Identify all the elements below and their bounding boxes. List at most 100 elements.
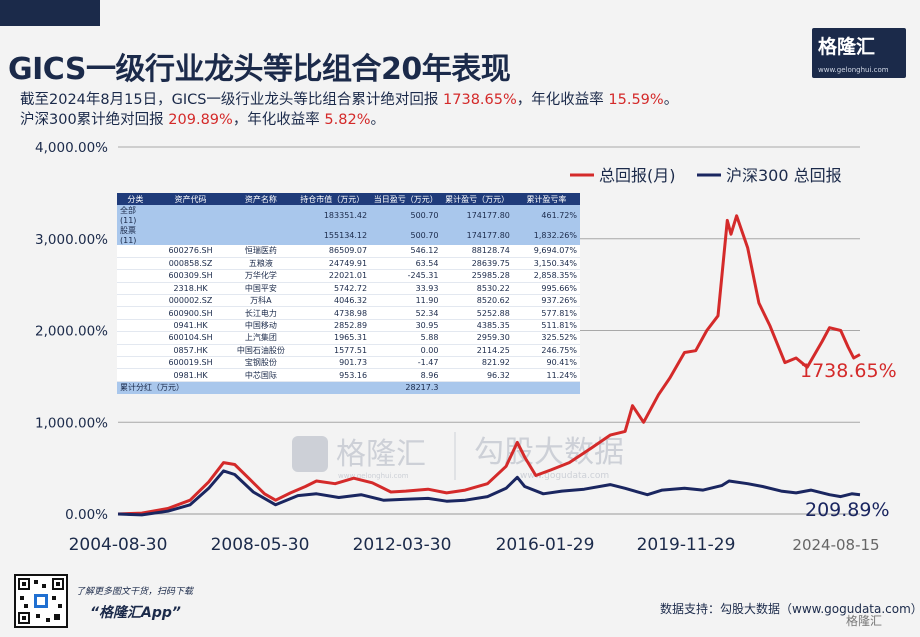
x-tick-label: 2024-08-15 bbox=[792, 536, 879, 554]
cell-code: 0857.HK bbox=[153, 344, 228, 358]
cell-cum-pnl: 96.32 bbox=[441, 368, 513, 382]
cell-daily-pnl: 11.90 bbox=[370, 294, 442, 308]
col-header-name: 资产名称 bbox=[227, 193, 295, 205]
end-label-hs300: 209.89% bbox=[805, 499, 890, 521]
hs300-annual-return: 5.82% bbox=[324, 112, 371, 128]
watermark-right-url: www.gogudata.com bbox=[520, 471, 609, 481]
col-header-cum-pnl-rate: 累计盈亏率 bbox=[512, 193, 580, 205]
watermark: 格隆汇 www.gelonghui.com 勾股大数据 www.gogudata… bbox=[292, 432, 624, 481]
cell-cum-pnl-rate: 511.81% bbox=[512, 319, 580, 333]
table-row: 0941.HK 中国移动 2852.89 30.95 4385.35 511.81% bbox=[117, 319, 580, 333]
col-header-cum-pnl: 累计盈亏（万元） bbox=[441, 193, 513, 205]
subtitle-line-2: 沪深300累计绝对回报 209.89%，年化收益率 5.82%。 bbox=[20, 108, 385, 129]
cell-name: 五粮液 bbox=[227, 257, 295, 271]
cell-name: 中芯国际 bbox=[227, 368, 295, 382]
holdings-table: 分类 资产代码 资产名称 持仓市值（万元） 当日盈亏（万元） 累计盈亏（万元） … bbox=[117, 193, 580, 394]
table-row: 600019.SH 宝钢股份 901.73 -1.47 821.92 90.41% bbox=[117, 356, 580, 370]
cell-daily-pnl: 5.88 bbox=[370, 331, 442, 345]
footer-data-source: 数据支持：勾股大数据（www.gogudata.com） bbox=[660, 602, 920, 616]
x-tick-label: 2004-08-30 bbox=[69, 535, 168, 555]
cell-code: 600276.SH bbox=[153, 245, 228, 258]
cell-name: 万科A bbox=[227, 294, 295, 308]
cell-market-value: 155134.12 bbox=[294, 225, 371, 245]
series-total-return-line bbox=[117, 214, 861, 516]
cell-category bbox=[117, 319, 154, 333]
cell-cum-pnl-rate: 2,858.35% bbox=[512, 269, 580, 283]
watermark-logo-box bbox=[292, 436, 328, 472]
dividend-label: 累计分红（万元） bbox=[117, 381, 295, 394]
y-tick-label: 1,000.00% bbox=[35, 415, 108, 431]
cell-cum-pnl-rate: 9,694.07% bbox=[512, 245, 580, 258]
dividend-empty bbox=[441, 381, 580, 394]
cell-cum-pnl: 5252.88 bbox=[441, 306, 513, 320]
cell-name bbox=[227, 205, 295, 225]
cell-name: 长江电力 bbox=[227, 306, 295, 320]
y-tick-label: 4,000.00% bbox=[35, 140, 108, 156]
cell-market-value: 1965.31 bbox=[294, 331, 371, 345]
cell-code: 600104.SH bbox=[153, 331, 228, 345]
qr-code-pattern bbox=[18, 578, 64, 624]
cell-market-value: 22021.01 bbox=[294, 269, 371, 283]
watermark-right-text: 勾股大数据 bbox=[474, 435, 624, 470]
watermark-left-url: www.gelonghui.com bbox=[338, 472, 409, 480]
cell-cum-pnl: 88128.74 bbox=[441, 245, 513, 258]
portfolio-total-return: 1738.65% bbox=[443, 92, 517, 108]
cell-cum-pnl-rate: 995.66% bbox=[512, 282, 580, 296]
table-row: 0981.HK 中芯国际 953.16 8.96 96.32 11.24% bbox=[117, 368, 580, 382]
cell-cum-pnl: 25985.28 bbox=[441, 269, 513, 283]
cell-name: 万华化学 bbox=[227, 269, 295, 283]
cell-category: 股票(11) bbox=[117, 225, 154, 245]
footer-logo: 格隆汇 bbox=[846, 614, 883, 628]
subtitle-text-f: 。 bbox=[370, 112, 386, 128]
table-row: 600309.SH 万华化学 22021.01 -245.31 25985.28 2,85… bbox=[117, 269, 580, 283]
cell-cum-pnl-rate: 937.26% bbox=[512, 294, 580, 308]
cell-cum-pnl-rate: 90.41% bbox=[512, 356, 580, 370]
cell-code: 600900.SH bbox=[153, 306, 228, 320]
table-row: 600900.SH 长江电力 4738.98 52.34 5252.88 577.81% bbox=[117, 306, 580, 320]
col-header-category: 分类 bbox=[117, 193, 154, 205]
cell-daily-pnl: 500.70 bbox=[370, 205, 442, 225]
cell-category bbox=[117, 356, 154, 370]
cell-name: 中国平安 bbox=[227, 282, 295, 296]
cell-category bbox=[117, 306, 154, 320]
subtitle-text-b: ，年化收益率 bbox=[516, 92, 609, 108]
cell-name: 中国石油股份 bbox=[227, 344, 295, 358]
corner-accent bbox=[0, 0, 100, 26]
x-tick-label: 2012-03-30 bbox=[353, 535, 452, 555]
legend-label-hs300: 沪深300 总回报 bbox=[726, 166, 842, 185]
cell-market-value: 953.16 bbox=[294, 368, 371, 382]
footer-app-name: “格隆汇App” bbox=[90, 605, 181, 621]
legend-label-total-return: 总回报(月) bbox=[599, 166, 676, 185]
cell-cum-pnl-rate: 1,832.26% bbox=[512, 225, 580, 245]
cell-cum-pnl-rate: 577.81% bbox=[512, 306, 580, 320]
table-row: 000002.SZ 万科A 4046.32 11.90 8520.62 937.26% bbox=[117, 294, 580, 308]
cell-name: 恒瑞医药 bbox=[227, 245, 295, 258]
cell-name: 宝钢股份 bbox=[227, 356, 295, 370]
series-hs300-line bbox=[117, 469, 861, 517]
hs300-total-return: 209.89% bbox=[168, 112, 233, 128]
cell-daily-pnl: -245.31 bbox=[370, 269, 442, 283]
cell-cum-pnl: 2959.30 bbox=[441, 331, 513, 345]
table-row: 全部(11) 183351.42 500.70 174177.80 461.72% bbox=[117, 205, 580, 225]
cell-category bbox=[117, 331, 154, 345]
legend: 总回报(月) 沪深300 总回报 bbox=[570, 166, 842, 185]
logo-url: www.gelonghui.com bbox=[818, 66, 889, 74]
cell-daily-pnl: 63.54 bbox=[370, 257, 442, 271]
table-row: 0857.HK 中国石油股份 1577.51 0.00 2114.25 246.75% bbox=[117, 344, 580, 358]
cell-code bbox=[153, 205, 228, 225]
cell-code: 0981.HK bbox=[153, 368, 228, 382]
cell-cum-pnl-rate: 3,150.34% bbox=[512, 257, 580, 271]
table-header-row: 分类 资产代码 资产名称 持仓市值（万元） 当日盈亏（万元） 累计盈亏（万元） … bbox=[117, 193, 580, 205]
cell-market-value: 5742.72 bbox=[294, 282, 371, 296]
cell-market-value: 901.73 bbox=[294, 356, 371, 370]
cell-daily-pnl: -1.47 bbox=[370, 356, 442, 370]
subtitle-line-1: 截至2024年8月15日，GICS一级行业龙头等比组合累计绝对回报 1738.6… bbox=[20, 88, 678, 109]
cell-category bbox=[117, 344, 154, 358]
cell-category bbox=[117, 368, 154, 382]
y-axis-ticks: 0.00% 1,000.00% 2,000.00% 3,000.00% 4,000.00… bbox=[35, 140, 108, 523]
cell-daily-pnl: 8.96 bbox=[370, 368, 442, 382]
cell-code: 600019.SH bbox=[153, 356, 228, 370]
cell-category bbox=[117, 245, 154, 258]
cell-category: 全部(11) bbox=[117, 205, 154, 225]
